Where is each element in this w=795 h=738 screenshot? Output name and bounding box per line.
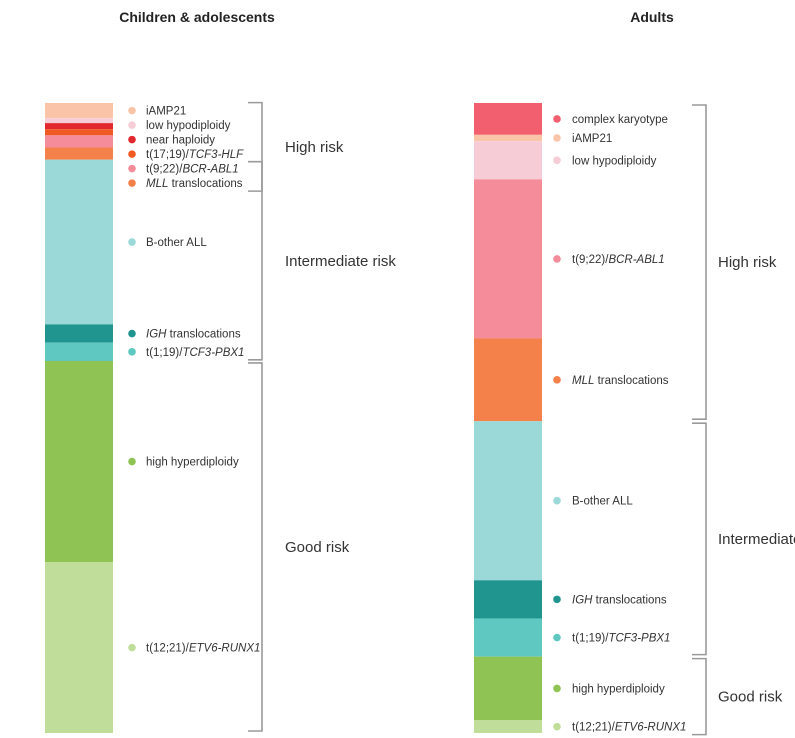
- segment-label-1-1: iAMP21: [572, 133, 612, 145]
- bar-segment-0-0: [45, 103, 113, 119]
- group-label-1-2: Good risk: [718, 689, 783, 706]
- segment-label-0-1: low hypodiploidy: [146, 120, 231, 132]
- segment-label-0-6: B-other ALL: [146, 237, 207, 249]
- segment-label-0-3: t(17;19)/TCF3-HLF: [146, 149, 244, 161]
- segment-label-0-7: IGH translocations: [146, 329, 241, 341]
- group-label-0-0: High risk: [285, 139, 344, 156]
- group-label-0-2: Good risk: [285, 539, 350, 556]
- segment-label-1-7: t(1;19)/TCF3-PBX1: [572, 633, 670, 645]
- legend-dot-0-4: [128, 164, 136, 173]
- group-bracket-0-0: [248, 101, 263, 192]
- panel-children: Children & adolescents iAMP21 low hypodip…: [45, 9, 396, 733]
- bar-segment-0-10: [45, 562, 113, 733]
- group-label-1-0: High risk: [718, 254, 777, 271]
- bar-segment-1-0: [474, 103, 542, 135]
- group-bracket-0-2: [248, 362, 263, 732]
- legend-dot-0-6: [128, 238, 136, 246]
- segment-label-1-2: low hypodiploidy: [572, 155, 657, 167]
- bar-segment-0-3: [45, 129, 113, 136]
- legend-dot-0-8: [128, 348, 136, 356]
- group-bracket-1-0: [692, 104, 707, 420]
- bar-segment-1-9: [474, 720, 542, 733]
- bar-segment-0-2: [45, 123, 113, 130]
- legend-dot-0-10: [128, 643, 136, 652]
- bar-segment-0-5: [45, 147, 113, 160]
- legend-dot-1-5: [553, 496, 561, 505]
- legend-dot-1-3: [553, 255, 561, 263]
- panel-title-adults: Adults: [630, 9, 674, 25]
- legend-dot-1-6: [553, 595, 561, 604]
- segment-label-1-6: IGH translocations: [572, 594, 667, 606]
- legend-dot-0-9: [128, 457, 136, 466]
- legend-dot-0-3: [128, 150, 136, 158]
- bar-segment-0-9: [45, 360, 113, 563]
- segment-label-1-9: t(12;21)/ETV6-RUNX1: [572, 722, 686, 734]
- segment-label-1-5: B-other ALL: [572, 496, 633, 508]
- bar-segment-1-8: [474, 656, 542, 721]
- segment-label-0-5: MLL translocations: [146, 178, 243, 190]
- legend-dot-1-1: [553, 134, 561, 142]
- bar-segment-1-5: [474, 421, 542, 581]
- bar-segment-1-3: [474, 179, 542, 339]
- segment-label-1-4: MLL translocations: [572, 375, 669, 387]
- bar-segment-1-6: [474, 580, 542, 619]
- segment-label-1-8: high hyperdiploidy: [572, 683, 665, 695]
- legend-dot-1-4: [553, 376, 561, 384]
- bar-segment-0-8: [45, 342, 113, 361]
- legend-dot-0-0: [128, 106, 136, 115]
- group-label-0-1: Intermediate risk: [285, 253, 396, 270]
- group-label-1-1: Intermediate risk: [718, 531, 795, 548]
- segment-label-1-3: t(9;22)/BCR-ABL1: [572, 254, 665, 266]
- bar-segment-0-1: [45, 118, 113, 124]
- group-bracket-1-1: [692, 422, 707, 656]
- bar-segment-1-7: [474, 618, 542, 657]
- panel-adults: Adults complex karyotype iAMP21 low hypodi…: [474, 9, 795, 736]
- legend-dot-0-7: [128, 329, 136, 338]
- legend-dot-0-5: [128, 179, 136, 187]
- bar-segment-0-4: [45, 135, 113, 148]
- segment-label-0-4: t(9;22)/BCR-ABL1: [146, 164, 239, 176]
- segment-label-0-8: t(1;19)/TCF3-PBX1: [146, 347, 244, 359]
- legend-dot-1-2: [553, 156, 561, 165]
- legend-dot-1-9: [553, 722, 561, 731]
- bar-segment-1-4: [474, 338, 542, 422]
- legend-dot-0-1: [128, 121, 136, 129]
- legend-dot-1-0: [553, 115, 561, 123]
- bar-segment-1-1: [474, 134, 542, 142]
- segment-label-0-2: near haploidy: [146, 135, 215, 147]
- legend-dot-0-2: [128, 135, 136, 144]
- legend-dot-1-7: [553, 633, 561, 642]
- segment-label-1-0: complex karyotype: [572, 114, 668, 126]
- legend-dot-1-8: [553, 684, 561, 693]
- group-bracket-1-2: [692, 657, 707, 736]
- panel-title-children: Children & adolescents: [119, 9, 275, 25]
- segment-label-0-10: t(12;21)/ETV6-RUNX1: [146, 643, 260, 655]
- segment-label-0-9: high hyperdiploidy: [146, 457, 239, 469]
- group-bracket-0-1: [248, 160, 263, 361]
- segment-label-0-0: iAMP21: [146, 106, 186, 118]
- bar-segment-0-6: [45, 159, 113, 325]
- bar-segment-0-7: [45, 324, 113, 343]
- bar-segment-1-2: [474, 141, 542, 180]
